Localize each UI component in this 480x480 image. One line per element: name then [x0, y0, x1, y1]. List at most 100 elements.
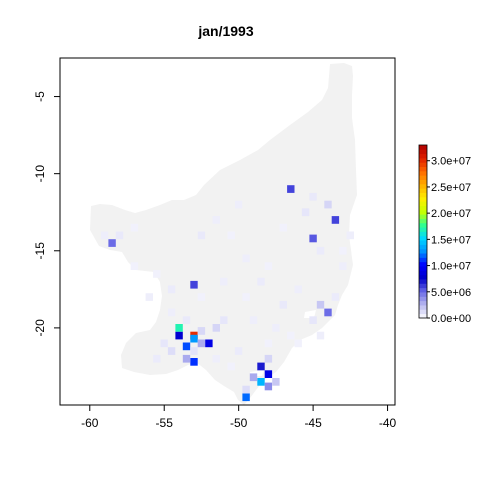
legend-swatch: [419, 175, 427, 180]
legend-swatch: [419, 261, 427, 267]
data-cell: [242, 393, 250, 402]
data-cell: [153, 270, 161, 278]
data-cell: [212, 216, 220, 224]
data-cell: [279, 223, 287, 232]
data-cell: [264, 382, 273, 391]
region-background: [90, 63, 357, 405]
data-cell: [175, 324, 183, 332]
data-cell: [287, 185, 295, 193]
legend-tick-label: 1.5e+07: [431, 234, 471, 246]
legend-swatch: [419, 218, 427, 224]
legend-tick-label: 1.0e+07: [431, 261, 471, 273]
data-cell: [301, 208, 310, 217]
legend-swatch: [419, 248, 427, 254]
legend-swatch: [419, 231, 427, 237]
data-cell: [130, 262, 139, 270]
data-cell: [234, 347, 243, 355]
legend-swatch: [419, 253, 427, 258]
legend-swatch: [419, 274, 427, 280]
data-cell: [324, 308, 332, 317]
data-cell: [294, 339, 302, 348]
legend-swatch: [419, 188, 427, 193]
data-cell: [220, 316, 228, 324]
legend-swatch: [419, 205, 427, 211]
legend-frame: [418, 144, 428, 319]
legend-swatch: [419, 309, 427, 315]
data-cell: [197, 327, 206, 335]
data-cell: [197, 339, 206, 348]
legend-swatch: [419, 157, 427, 163]
data-cell: [309, 316, 317, 324]
data-cell: [331, 293, 340, 301]
legend-swatch: [419, 166, 427, 172]
data-cell: [167, 285, 176, 294]
legend-tick-label: 2.0e+07: [431, 208, 471, 220]
data-cell: [220, 277, 228, 286]
data-cell: [257, 378, 265, 386]
legend-swatch: [419, 201, 427, 206]
data-cell: [272, 378, 280, 386]
legend-swatch: [419, 192, 427, 198]
legend-swatch: [419, 244, 427, 250]
data-cell: [316, 331, 325, 340]
data-cell: [160, 339, 168, 348]
legend-swatch: [419, 300, 427, 306]
legend-swatch: [419, 313, 427, 319]
legend-tick-label: 3.0e+07: [431, 156, 471, 168]
data-cell: [145, 293, 153, 301]
data-cell: [182, 342, 191, 351]
x-tick-label: -45: [304, 416, 322, 430]
x-tick-label: -40: [379, 416, 397, 430]
data-cell: [197, 293, 206, 301]
legend-swatch: [419, 292, 427, 297]
region-shape: [90, 63, 357, 405]
data-cell: [257, 362, 265, 371]
legend-tick-label: 0.0e+00: [431, 313, 471, 325]
data-cell: [108, 239, 116, 247]
data-cell: [264, 339, 273, 348]
data-cell: [190, 358, 198, 366]
y-tick-label: -15: [33, 242, 47, 260]
legend-tick-label: 2.5e+07: [431, 182, 471, 194]
data-cell: [339, 246, 347, 255]
data-cell: [346, 231, 354, 240]
legend-swatch: [419, 235, 427, 241]
data-cell: [249, 373, 258, 382]
data-cell: [212, 354, 220, 363]
legend-swatch: [419, 183, 427, 189]
legend-swatch: [419, 153, 427, 159]
data-cell: [205, 339, 213, 348]
data-cell: [309, 192, 317, 201]
x-tick-label: -55: [156, 416, 174, 430]
legend-swatch: [419, 222, 427, 228]
data-cell: [190, 334, 198, 343]
legend-swatch: [419, 214, 427, 219]
legend-swatch: [419, 266, 427, 271]
data-cell: [234, 200, 243, 209]
data-cell: [182, 354, 191, 363]
data-cell: [287, 331, 295, 340]
legend-swatch: [419, 227, 427, 232]
data-cell: [339, 262, 347, 270]
legend-swatch: [419, 287, 427, 293]
data-cell: [175, 331, 183, 340]
legend-swatch: [419, 240, 427, 245]
x-axis: -60 -55 -50 -45 -40: [81, 404, 397, 430]
y-axis: -5 -10 -15 -20: [33, 91, 61, 337]
data-cell: [130, 223, 139, 232]
y-tick-label: -20: [33, 319, 47, 337]
region-gap: [304, 310, 316, 318]
data-cell: [182, 316, 191, 324]
data-cell: [272, 324, 280, 332]
data-cell: [167, 308, 176, 317]
legend-swatch: [419, 149, 427, 155]
data-cell: [167, 347, 176, 355]
legend-swatch: [419, 170, 427, 176]
data-cell: [264, 370, 273, 378]
data-cell: [279, 300, 287, 309]
data-cell: [242, 293, 250, 301]
legend-swatch: [419, 162, 427, 168]
legend-swatch: [419, 283, 427, 289]
data-cell: [197, 231, 206, 240]
data-cell: [227, 362, 235, 371]
